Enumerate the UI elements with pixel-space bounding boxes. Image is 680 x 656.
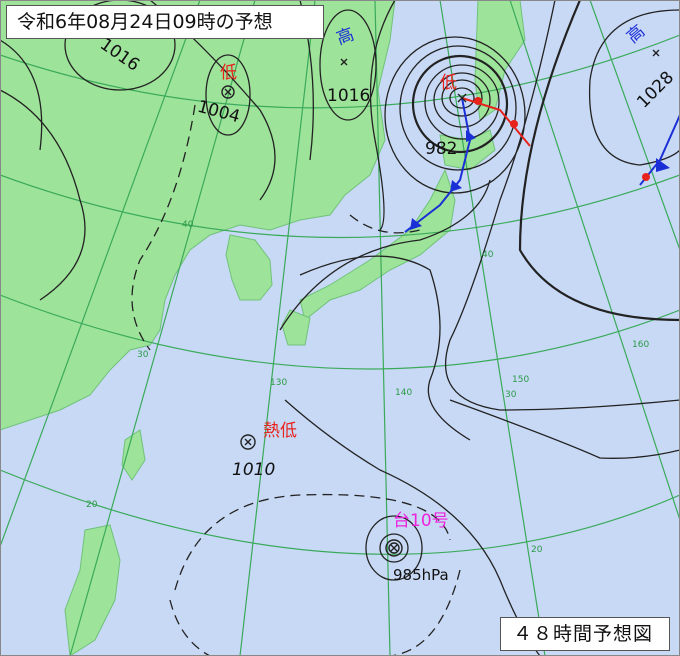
- isobar: [518, 0, 680, 322]
- typhoon-center-icon: [385, 539, 403, 557]
- high-center-icon: [652, 49, 660, 57]
- pressure-label: 982: [425, 139, 458, 159]
- low-label: 低: [220, 63, 237, 83]
- grid-label-lon: 140: [395, 388, 413, 398]
- isobar: [299, 255, 471, 441]
- isobar-dashed: [174, 493, 461, 656]
- grid-label-lon: 160: [632, 340, 650, 350]
- isobar: [445, 0, 680, 411]
- meridian-140: [374, 0, 391, 656]
- forecast-title: 令和6年08月24日09時の予想: [6, 5, 324, 39]
- isobar-dashed: [349, 214, 421, 234]
- warm-front-marker: [510, 120, 518, 128]
- isobar: [411, 54, 509, 154]
- warm-front-marker: [642, 173, 650, 181]
- pressure-centers: [221, 49, 660, 557]
- meridian-110: [0, 0, 201, 549]
- tropical-low-center-icon: [240, 434, 256, 450]
- isobar: [279, 179, 491, 331]
- meridian-120: [69, 0, 256, 656]
- grid-label-lat: 30: [505, 390, 517, 400]
- isobar: [319, 9, 377, 121]
- isobar: [424, 64, 500, 140]
- meridian-150: [439, 0, 546, 656]
- low-center-icon: [224, 88, 232, 96]
- typhoon-center-icon: [390, 544, 398, 552]
- isobar: [369, 0, 396, 231]
- low-center-icon: [221, 85, 235, 99]
- grid-label-lat: 20: [531, 545, 543, 555]
- isobar: [399, 45, 517, 171]
- pressure-label: 1010: [232, 460, 276, 480]
- latitude-40: [0, 174, 680, 239]
- isobar: [441, 79, 483, 117]
- warm-front-marker: [474, 97, 482, 105]
- grid-label-lat: 40: [182, 220, 194, 230]
- land-taiwan: [121, 429, 146, 481]
- grid-label-lon: 130: [270, 378, 288, 388]
- grid-label-lat: 20: [86, 500, 98, 510]
- low-label: 低: [440, 73, 457, 93]
- typhoon-center-icon: [388, 542, 400, 554]
- forecast-type-label: ４８時間予想図: [500, 617, 670, 651]
- isobar-typhoon: [365, 515, 423, 581]
- isobar: [0, 39, 43, 151]
- grid-label-lat: 30: [137, 350, 149, 360]
- meridian-130: [239, 0, 316, 656]
- grid-label-lat: 40: [482, 250, 494, 260]
- land-kyushu: [281, 309, 311, 346]
- tropical-low-center-icon: [244, 438, 252, 446]
- isobar: [205, 54, 251, 136]
- pressure-label: 1016: [327, 86, 371, 106]
- isobar: [384, 36, 526, 194]
- meridian-170: [589, 0, 680, 251]
- typhoon-pressure-label: 985hPa: [393, 566, 449, 584]
- low-center-icon: [457, 93, 467, 103]
- isobar: [449, 87, 475, 109]
- isobar-typhoon: [379, 533, 409, 563]
- latitude-20: [0, 469, 680, 555]
- isobar: [0, 89, 86, 301]
- tropical-low-label: 熱低: [263, 421, 297, 441]
- high-center-icon: [340, 58, 348, 66]
- cold-front-marker: [656, 158, 670, 172]
- grid-label-lon: 150: [512, 375, 530, 385]
- meridian-160: [509, 0, 680, 521]
- typhoon-label: 台10号: [393, 511, 449, 531]
- isobar: [449, 399, 680, 459]
- cold-front-marker: [410, 130, 476, 230]
- cold-front: [404, 97, 472, 233]
- isobar: [64, 0, 176, 91]
- isobar-dashed: [131, 104, 196, 351]
- latitude-50: [0, 34, 680, 109]
- isobar: [433, 72, 491, 128]
- isobar-dashed: [169, 599, 211, 656]
- land-korea: [225, 234, 273, 301]
- latitude-30: [0, 294, 680, 370]
